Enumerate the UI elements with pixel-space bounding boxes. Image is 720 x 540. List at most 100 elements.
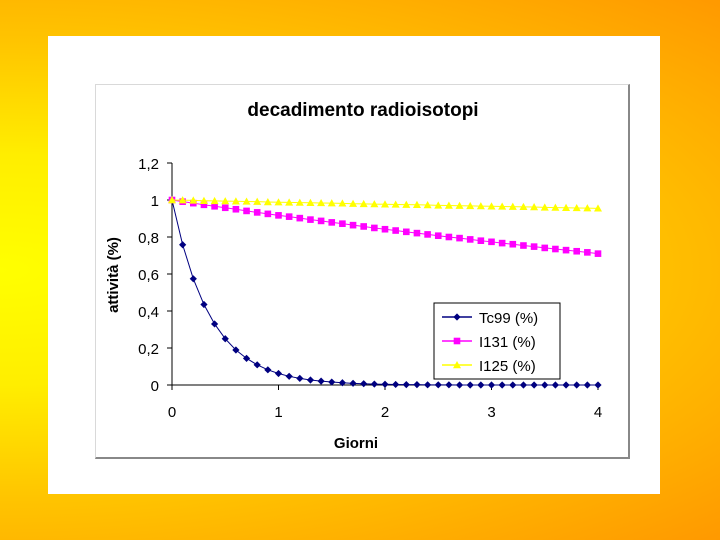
data-point [476,202,485,210]
series-1 [168,196,602,257]
data-point [253,197,262,205]
y-tick-label: 1,2 [138,156,159,173]
chart-svg: decadimento radioisotopi Giorni attività… [105,100,602,452]
data-point [594,204,602,212]
x-tick-label: 4 [594,404,602,421]
data-point [594,381,602,389]
data-point [423,200,432,209]
data-point [434,201,443,209]
data-point [573,247,580,255]
data-point [498,202,507,210]
data-point [360,380,368,388]
data-point [381,380,389,388]
data-point [231,197,240,205]
data-point [370,200,379,208]
data-point [381,200,389,208]
data-point [242,354,251,362]
data-point [519,381,528,389]
axes: 0 0,2 0,4 0,6 0,8 1 1,2 0 1 2 3 4 [138,156,602,421]
y-axis-label: attività (%) [105,237,122,313]
data-point [530,381,538,389]
data-point [221,204,229,212]
data-point [338,199,347,207]
data-point [466,236,474,243]
legend-marker [453,337,461,345]
data-point [327,199,336,207]
data-point [285,372,293,380]
data-point [178,196,187,204]
series-0 [168,196,602,389]
data-point [530,203,539,211]
data-point [264,366,272,374]
data-point [168,196,176,204]
data-point [498,239,506,247]
data-point [403,228,410,236]
y-tick-label: 0,4 [138,304,159,321]
data-point [296,214,304,222]
legend: Tc99 (%) I131 (%) I125 (%) [433,302,561,380]
data-point [317,377,325,385]
data-point [274,198,283,206]
data-point [328,378,336,386]
data-point [275,212,282,219]
data-point [572,203,581,212]
data-point [295,198,304,206]
data-point [573,381,581,389]
data-point [552,245,559,253]
data-point [253,209,261,216]
data-point [466,381,474,389]
data-point [211,320,219,328]
y-tick-label: 0,6 [138,267,159,284]
data-point [221,335,229,343]
data-point [392,380,400,389]
data-point [274,369,283,378]
data-point [456,234,463,242]
data-point [509,381,517,389]
data-point [189,275,197,283]
data-point [508,202,517,210]
data-point [307,216,314,223]
data-point [221,197,230,205]
data-point [349,379,357,387]
data-point [402,381,410,389]
data-point [551,381,559,389]
legend-marker [453,313,461,321]
data-point [296,374,304,382]
data-point [424,231,431,238]
data-point [232,346,240,354]
data-point [349,221,357,229]
data-point [562,381,570,389]
data-point [211,202,218,210]
data-point [200,201,208,209]
data-point [434,381,442,389]
data-point [253,361,261,369]
data-point [232,205,240,213]
data-point [445,381,453,389]
data-point [445,233,453,241]
data-point [583,204,592,212]
y-tick-label: 0,8 [138,230,159,247]
data-point [200,300,208,309]
data-point [370,380,378,388]
data-point [242,197,251,205]
data-point [391,200,400,208]
data-point [466,201,475,210]
data-point [584,249,591,256]
data-point [540,203,549,211]
data-point [412,200,421,209]
data-point [285,198,294,206]
data-point [487,381,496,389]
data-point [264,210,272,218]
x-tick-label: 0 [168,404,176,421]
data-point [210,196,219,205]
y-tick-label: 1 [151,193,159,210]
data-point [285,213,293,220]
data-point [530,243,538,250]
data-point [413,229,421,237]
data-point [488,238,495,246]
data-point [328,219,336,226]
data-point [434,232,442,240]
data-point [381,225,389,233]
data-point [541,244,549,252]
chart-frame: decadimento radioisotopi Giorni attività… [95,84,630,459]
